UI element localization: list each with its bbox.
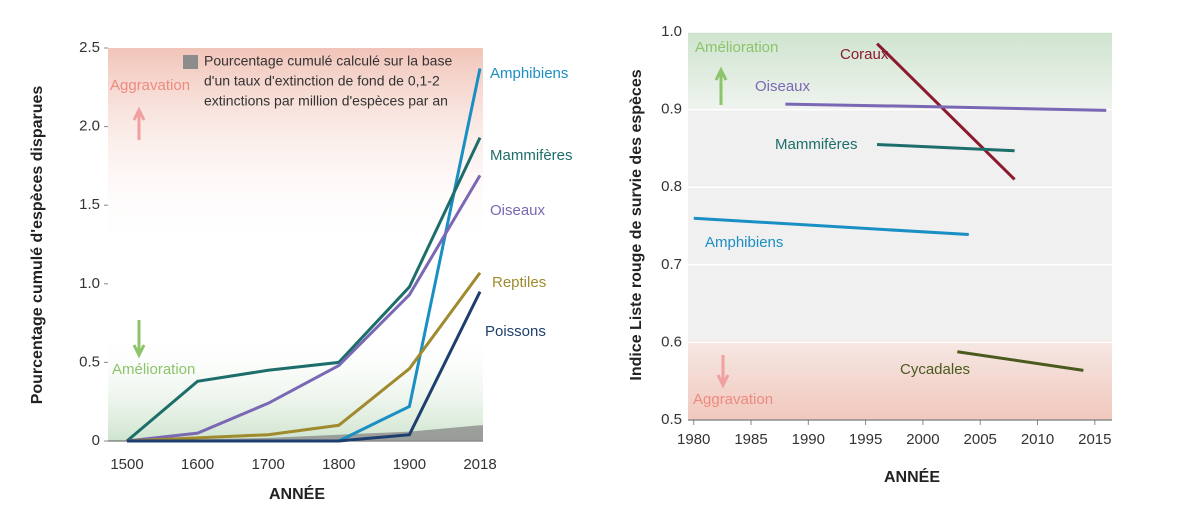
y-tick-label: 2.5 [79, 39, 100, 56]
x-tick-label: 1900 [393, 456, 426, 473]
x-tick-label: 1980 [677, 431, 710, 448]
y-tick-label: 0.7 [661, 256, 682, 273]
x-tick-label: 1985 [734, 431, 767, 448]
note-text: Pourcentage cumulé calculé sur la base [204, 53, 452, 69]
annotation: Amélioration [695, 39, 778, 56]
series-label: Cycadales [900, 361, 970, 378]
figure: ANNÉE Pourcentage cumulé d'espèces dispa… [0, 0, 1190, 512]
x-tick-label: 1800 [322, 456, 355, 473]
x-tick-label: 2000 [906, 431, 939, 448]
page: ANNÉE Pourcentage cumulé d'espèces dispa… [0, 0, 1190, 512]
series-label: Mammifères [775, 136, 858, 153]
note-swatch [183, 55, 198, 69]
y-tick-label: 0.5 [79, 353, 100, 370]
x-tick-label: 1990 [792, 431, 825, 448]
y-tick-label: 0.9 [661, 101, 682, 118]
series-label: Poissons [485, 323, 546, 340]
y-tick-label: 0.5 [661, 411, 682, 428]
note-text: d'un taux d'extinction de fond de 0,1-2 [204, 73, 440, 89]
x-label: ANNÉE [269, 484, 325, 503]
x-tick-label: 2018 [463, 456, 496, 473]
series-label: Oiseaux [755, 78, 811, 95]
y-tick-label: 1.0 [79, 275, 100, 292]
x-tick-label: 2015 [1078, 431, 1111, 448]
y-tick-label: 0.6 [661, 333, 682, 350]
y-tick-label: 0.8 [661, 178, 682, 195]
x-label: ANNÉE [884, 467, 940, 486]
x-tick-label: 1600 [181, 456, 214, 473]
y-label: Pourcentage cumulé d'espèces disparues [29, 86, 46, 405]
y-label: Indice Liste rouge de survie des espèces [628, 69, 645, 380]
y-tick-label: 1.5 [79, 196, 100, 213]
x-tick-label: 1700 [252, 456, 285, 473]
worse-zone [688, 340, 1112, 420]
annotation: Aggravation [110, 77, 190, 94]
x-tick-label: 2010 [1021, 431, 1054, 448]
series-label: Reptiles [492, 274, 546, 291]
y-tick-label: 1.0 [661, 23, 682, 40]
x-tick-label: 1995 [849, 431, 882, 448]
series-label: Amphibiens [490, 65, 568, 82]
annotation: Amélioration [112, 361, 195, 378]
series-label: Oiseaux [490, 202, 546, 219]
series-label: Amphibiens [705, 234, 783, 251]
series-label: Mammifères [490, 147, 573, 164]
series-label: Coraux [840, 46, 889, 63]
x-tick-label: 1500 [110, 456, 143, 473]
y-tick-label: 0 [92, 432, 100, 449]
x-tick-label: 2005 [964, 431, 997, 448]
note-text: extinctions par million d'espèces par an [204, 93, 448, 109]
y-tick-label: 2.0 [79, 118, 100, 135]
annotation: Aggravation [693, 391, 773, 408]
